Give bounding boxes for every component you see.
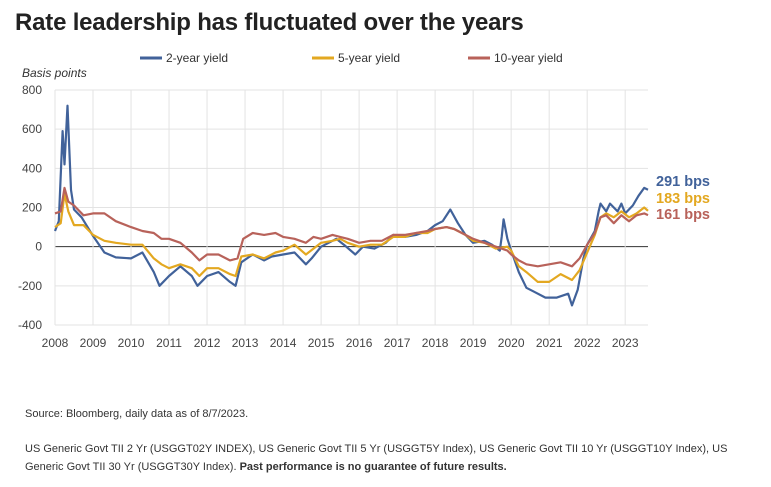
x-tick-label: 2023 bbox=[612, 336, 639, 350]
footnote-disclaimer: Past performance is no guarantee of futu… bbox=[239, 461, 507, 473]
x-axis-ticks: 2008 2009 2010 2011 2012 2013 2014 2015 2016 2017… bbox=[42, 336, 639, 350]
series-line-2 bbox=[54, 192, 649, 283]
source-note: Source: Bloomberg, daily data as of 8/7/… bbox=[25, 408, 249, 420]
line-chart: Basis points 2-year yield 5-year yield 10-… bbox=[18, 51, 710, 350]
y-tick-label: 600 bbox=[22, 122, 42, 136]
x-tick-label: 2017 bbox=[384, 336, 411, 350]
x-tick-label: 2013 bbox=[232, 336, 259, 350]
series-lines bbox=[53, 104, 649, 307]
x-tick-label: 2021 bbox=[536, 336, 563, 350]
y-tick-label: 800 bbox=[22, 83, 42, 97]
y-axis-ticks: 800 600 400 200 0 -200 -400 bbox=[18, 83, 42, 332]
x-tick-label: 2014 bbox=[270, 336, 297, 350]
end-label-2: 183 bps bbox=[656, 191, 710, 207]
x-tick-label: 2009 bbox=[80, 336, 107, 350]
y-tick-label: 0 bbox=[35, 240, 42, 254]
footnote: US Generic Govt TII 2 Yr (USGGT02Y INDEX… bbox=[25, 440, 760, 476]
x-tick-label: 2018 bbox=[422, 336, 449, 350]
y-tick-label: -400 bbox=[18, 318, 42, 332]
legend-label-2: 5-year yield bbox=[338, 51, 400, 65]
legend: 2-year yield 5-year yield 10-year yield bbox=[140, 51, 563, 65]
x-tick-label: 2008 bbox=[42, 336, 69, 350]
y-tick-label: 200 bbox=[22, 201, 42, 215]
chart-title: Rate leadership has fluctuated over the … bbox=[15, 9, 524, 36]
x-tick-label: 2022 bbox=[574, 336, 601, 350]
end-label-3: 161 bps bbox=[656, 207, 710, 223]
legend-label-3: 10-year yield bbox=[494, 51, 563, 65]
y-tick-label: 400 bbox=[22, 161, 42, 175]
footnote-text: US Generic Govt TII 2 Yr (USGGT02Y INDEX… bbox=[25, 443, 728, 473]
legend-label-1: 2-year yield bbox=[166, 51, 228, 65]
x-tick-label: 2019 bbox=[460, 336, 487, 350]
x-tick-label: 2020 bbox=[498, 336, 525, 350]
x-tick-label: 2016 bbox=[346, 336, 373, 350]
series-line-3 bbox=[54, 186, 649, 268]
end-label-1: 291 bps bbox=[656, 174, 710, 190]
gridlines bbox=[54, 89, 648, 326]
x-tick-label: 2010 bbox=[118, 336, 145, 350]
y-axis-label: Basis points bbox=[22, 66, 87, 80]
x-tick-label: 2012 bbox=[194, 336, 221, 350]
x-tick-label: 2011 bbox=[156, 336, 182, 350]
x-tick-label: 2015 bbox=[308, 336, 335, 350]
y-tick-label: -200 bbox=[18, 279, 42, 293]
